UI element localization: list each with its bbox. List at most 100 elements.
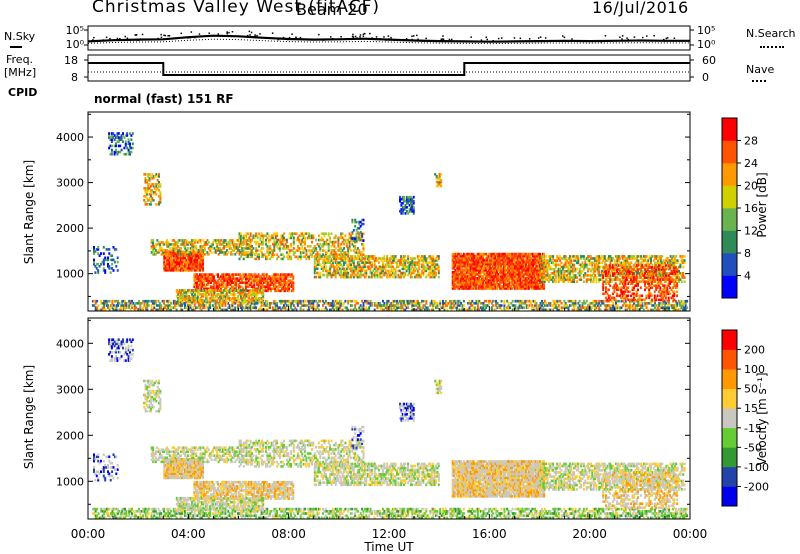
power-cell [235, 279, 238, 282]
power-cell [362, 249, 365, 252]
power-cell [460, 273, 462, 276]
power-cell [370, 304, 373, 307]
power-cell [180, 289, 182, 292]
power-cell [196, 277, 199, 280]
power-cell [543, 285, 546, 288]
power-cell [482, 287, 485, 290]
power-cell [489, 281, 492, 284]
power-cell [468, 264, 471, 268]
power-cell [219, 298, 221, 302]
power-cell [186, 300, 189, 304]
power-cell [204, 279, 207, 282]
power-cell [491, 273, 494, 276]
power-cell [122, 308, 125, 312]
power-cell [181, 304, 184, 307]
nsky-point [563, 40, 566, 42]
power-cell [415, 275, 418, 279]
power-cell [503, 269, 505, 272]
power-cell [527, 262, 530, 266]
power-cell [487, 264, 490, 268]
power-cell [124, 304, 126, 307]
power-cell [249, 253, 252, 256]
power-cell [217, 287, 219, 291]
power-cell [571, 302, 574, 305]
power-cell [508, 281, 511, 284]
power-cell [409, 257, 412, 260]
power-cell [471, 264, 474, 268]
power-cell [199, 308, 202, 312]
power-cell [237, 289, 240, 292]
power-cell [651, 304, 654, 307]
power-cell [585, 299, 588, 303]
power-cell [428, 273, 430, 277]
power-cell [679, 302, 682, 305]
power-cell [368, 306, 371, 309]
power-cell [157, 299, 160, 303]
power-cell [168, 252, 171, 256]
power-cell [537, 287, 540, 290]
power-cell [352, 271, 355, 275]
power-cell [143, 299, 146, 303]
power-cell [253, 236, 256, 240]
power-cell [490, 306, 493, 309]
power-cell [455, 285, 458, 288]
power-cell [401, 299, 404, 303]
power-cell [258, 253, 260, 256]
power-cell [473, 267, 476, 270]
power-cell [331, 306, 334, 309]
power-cell [260, 308, 263, 312]
power-cell [253, 279, 256, 282]
power-cell [539, 256, 541, 260]
power-cell [222, 273, 225, 276]
power-cell [121, 304, 124, 307]
power-cell [503, 271, 505, 274]
power-cell [508, 273, 511, 276]
power-cell [195, 258, 198, 262]
power-cell [160, 249, 163, 252]
power-cell [461, 304, 464, 307]
power-cell [519, 262, 522, 266]
power-cell [295, 232, 298, 235]
power-cell [505, 285, 508, 288]
power-cell [179, 258, 182, 262]
power-cell [340, 271, 343, 275]
power-cell [234, 243, 237, 246]
power-cell [393, 255, 396, 258]
power-cell [273, 302, 276, 305]
power-cell [238, 234, 241, 238]
power-cell [545, 308, 548, 312]
power-cell [525, 256, 528, 260]
power-cell [266, 257, 269, 261]
power-cell [256, 302, 259, 305]
power-cell [534, 269, 537, 272]
power-cell [242, 234, 245, 238]
power-cell [379, 265, 382, 269]
power-cell [222, 277, 225, 280]
power-cell [153, 245, 156, 248]
power-cell [175, 308, 178, 312]
power-cell [259, 236, 262, 240]
power-cell [496, 252, 498, 256]
power-cell [416, 275, 419, 279]
power-cell [390, 263, 393, 266]
power-cell [278, 299, 281, 303]
power-cell [330, 308, 333, 312]
power-cell [249, 281, 252, 284]
power-cell [365, 306, 368, 309]
power-cell [156, 239, 159, 242]
power-cell [319, 257, 322, 260]
power-cell [333, 308, 336, 312]
power-cell [412, 271, 415, 275]
power-cell [376, 306, 379, 309]
power-cell [221, 275, 224, 278]
power-cell [337, 236, 340, 240]
power-cell [560, 308, 563, 312]
power-cell [221, 295, 224, 298]
power-cell [458, 287, 461, 290]
power-cell [221, 285, 224, 288]
power-cell [315, 267, 318, 271]
power-cell [288, 236, 291, 240]
power-cell [231, 273, 233, 276]
power-cell [324, 267, 327, 271]
power-cell [190, 266, 193, 270]
